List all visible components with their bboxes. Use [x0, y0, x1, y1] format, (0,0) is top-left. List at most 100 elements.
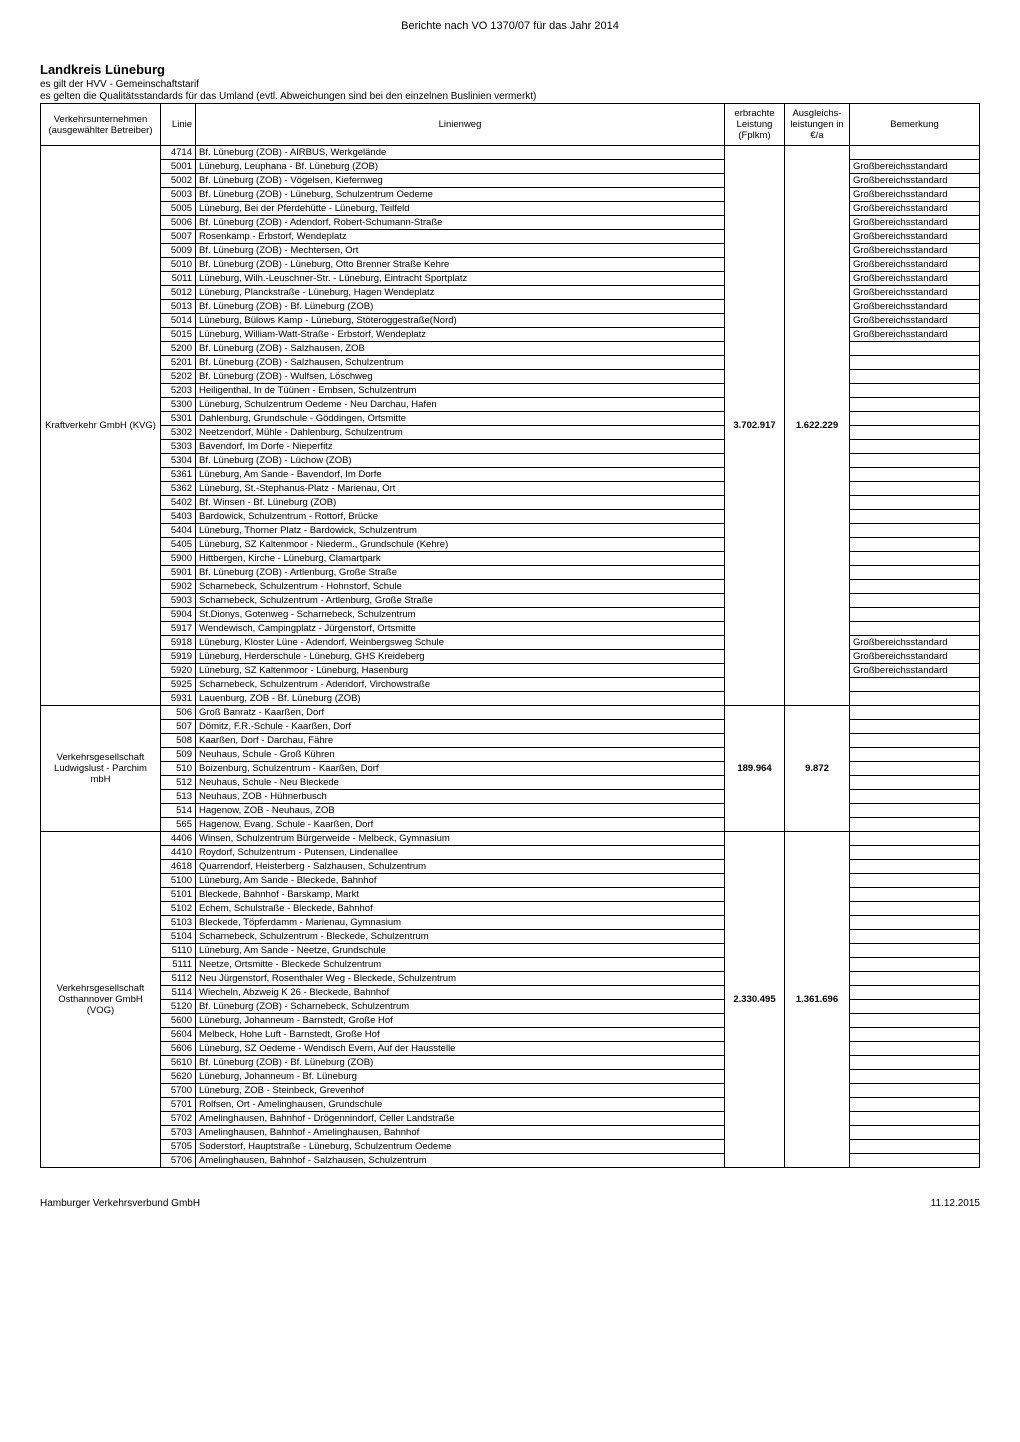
cell-route: Amelinghausen, Bahnhof - Amelinghausen, …	[196, 1126, 725, 1140]
cell-route: Scharnebeck, Schulzentrum - Artlenburg, …	[196, 594, 725, 608]
cell-comp: 1.622.229	[785, 146, 850, 706]
cell-line: 5002	[161, 174, 196, 188]
cell-remark: Großbereichsstandard	[850, 160, 980, 174]
subtitle-1: es gilt der HVV - Gemeinschaftstarif	[40, 79, 980, 90]
cell-remark	[850, 608, 980, 622]
cell-route: Lüneburg, Bülows Kamp - Lüneburg, Stöter…	[196, 314, 725, 328]
cell-remark	[850, 692, 980, 706]
page-header: Berichte nach VO 1370/07 für das Jahr 20…	[40, 20, 980, 32]
cell-route: Wendewisch, Campingplatz - Jürgenstorf, …	[196, 622, 725, 636]
cell-remark: Großbereichsstandard	[850, 202, 980, 216]
routes-table: Verkehrsunternehmen (ausgewählter Betrei…	[40, 103, 980, 1168]
cell-line: 5300	[161, 398, 196, 412]
cell-remark	[850, 146, 980, 160]
cell-route: Lüneburg, Am Sande - Bavendorf, Im Dorfe	[196, 468, 725, 482]
cell-route: Rosenkamp - Erbstorf, Wendeplatz	[196, 230, 725, 244]
cell-line: 5903	[161, 594, 196, 608]
cell-remark	[850, 510, 980, 524]
cell-route: Lüneburg, SZ Kaltenmoor - Niederm., Grun…	[196, 538, 725, 552]
cell-route: Bf. Lüneburg (ZOB) - Salzhausen, ZOB	[196, 342, 725, 356]
cell-line: 5202	[161, 370, 196, 384]
cell-route: Groß Banratz - Kaarßen, Dorf	[196, 706, 725, 720]
cell-line: 512	[161, 776, 196, 790]
cell-remark: Großbereichsstandard	[850, 188, 980, 202]
cell-remark: Großbereichsstandard	[850, 258, 980, 272]
cell-route: Bf. Lüneburg (ZOB) - Scharnebeck, Schulz…	[196, 1000, 725, 1014]
cell-route: Bleckede, Töpferdamm - Marienau, Gymnasi…	[196, 916, 725, 930]
cell-line: 5917	[161, 622, 196, 636]
cell-remark: Großbereichsstandard	[850, 216, 980, 230]
cell-remark	[850, 930, 980, 944]
cell-route: Bf. Winsen - Bf. Lüneburg (ZOB)	[196, 496, 725, 510]
cell-line: 5925	[161, 678, 196, 692]
cell-line: 5102	[161, 902, 196, 916]
cell-route: Lüneburg, Am Sande - Bleckede, Bahnhof	[196, 874, 725, 888]
cell-remark	[850, 944, 980, 958]
cell-perf: 189.964	[725, 706, 785, 832]
cell-remark: Großbereichsstandard	[850, 300, 980, 314]
cell-route: Lüneburg, Schulzentrum Oedeme - Neu Darc…	[196, 398, 725, 412]
cell-remark	[850, 454, 980, 468]
cell-line: 5013	[161, 300, 196, 314]
cell-line: 5114	[161, 986, 196, 1000]
cell-remark	[850, 846, 980, 860]
cell-remark	[850, 972, 980, 986]
cell-remark	[850, 832, 980, 846]
cell-route: Scharnebeck, Schulzentrum - Hohnstorf, S…	[196, 580, 725, 594]
cell-line: 4714	[161, 146, 196, 160]
cell-remark	[850, 384, 980, 398]
cell-remark: Großbereichsstandard	[850, 230, 980, 244]
cell-route: Neuhaus, Schule - Groß Kühren	[196, 748, 725, 762]
cell-line: 5901	[161, 566, 196, 580]
cell-route: Roydorf, Schulzentrum - Putensen, Linden…	[196, 846, 725, 860]
cell-line: 4410	[161, 846, 196, 860]
cell-remark	[850, 412, 980, 426]
cell-route: Dahlenburg, Grundschule - Göddingen, Ort…	[196, 412, 725, 426]
cell-company: Kraftverkehr GmbH (KVG)	[41, 146, 161, 706]
cell-route: Bleckede, Bahnhof - Barskamp, Markt	[196, 888, 725, 902]
cell-line: 5600	[161, 1014, 196, 1028]
cell-route: Melbeck, Hohe Luft - Barnstedt, Große Ho…	[196, 1028, 725, 1042]
cell-perf: 3.702.917	[725, 146, 785, 706]
cell-line: 510	[161, 762, 196, 776]
table-row: Verkehrsgesellschaft Osthannover GmbH (V…	[41, 832, 980, 846]
table-row: Verkehrsgesellschaft Ludwigslust - Parch…	[41, 706, 980, 720]
cell-route: Bf. Lüneburg (ZOB) - Wulfsen, Löschweg	[196, 370, 725, 384]
cell-line: 5362	[161, 482, 196, 496]
cell-line: 5203	[161, 384, 196, 398]
cell-line: 5620	[161, 1070, 196, 1084]
cell-route: Neetze, Ortsmitte - Bleckede Schulzentru…	[196, 958, 725, 972]
cell-remark	[850, 818, 980, 832]
cell-remark: Großbereichsstandard	[850, 244, 980, 258]
cell-remark	[850, 888, 980, 902]
cell-route: Wiecheln, Abzweig K 26 - Bleckede, Bahnh…	[196, 986, 725, 1000]
cell-line: 508	[161, 734, 196, 748]
cell-line: 5405	[161, 538, 196, 552]
cell-remark	[850, 860, 980, 874]
cell-line: 5015	[161, 328, 196, 342]
cell-line: 5301	[161, 412, 196, 426]
cell-route: Lüneburg, Am Sande - Neetze, Grundschule	[196, 944, 725, 958]
cell-route: Lüneburg, Thorner Platz - Bardowick, Sch…	[196, 524, 725, 538]
cell-remark	[850, 706, 980, 720]
cell-remark	[850, 790, 980, 804]
cell-route: Kaarßen, Dorf - Darchau, Fähre	[196, 734, 725, 748]
cell-line: 5902	[161, 580, 196, 594]
cell-line: 5931	[161, 692, 196, 706]
cell-remark: Großbereichsstandard	[850, 314, 980, 328]
cell-route: Rolfsen, Ort - Amelinghausen, Grundschul…	[196, 1098, 725, 1112]
cell-route: Bf. Lüneburg (ZOB) - Bf. Lüneburg (ZOB)	[196, 300, 725, 314]
cell-route: Bavendorf, Im Dorfe - Nieperfitz	[196, 440, 725, 454]
cell-remark	[850, 916, 980, 930]
cell-route: Boizenburg, Schulzentrum - Kaarßen, Dorf	[196, 762, 725, 776]
cell-remark	[850, 734, 980, 748]
cell-route: Lüneburg, Kloster Lüne - Adendorf, Weinb…	[196, 636, 725, 650]
cell-remark	[850, 524, 980, 538]
cell-line: 5014	[161, 314, 196, 328]
cell-route: Scharnebeck, Schulzentrum - Bleckede, Sc…	[196, 930, 725, 944]
cell-line: 5111	[161, 958, 196, 972]
col-header-perf: erbrachte Leistung (Fplkm)	[725, 104, 785, 146]
cell-line: 5303	[161, 440, 196, 454]
col-header-route: Linienweg	[196, 104, 725, 146]
cell-line: 5304	[161, 454, 196, 468]
